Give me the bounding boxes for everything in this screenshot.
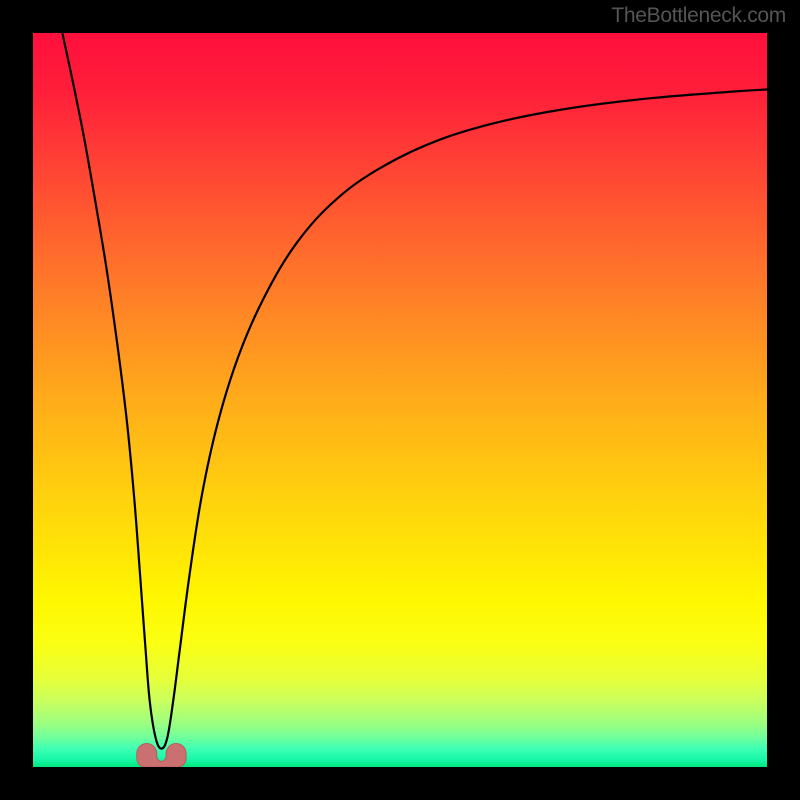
watermark-text: TheBottleneck.com	[611, 4, 786, 28]
chart-frame: TheBottleneck.com	[0, 0, 800, 800]
gradient-background	[33, 33, 767, 767]
chart-svg	[33, 33, 767, 767]
plot-area	[33, 33, 767, 767]
